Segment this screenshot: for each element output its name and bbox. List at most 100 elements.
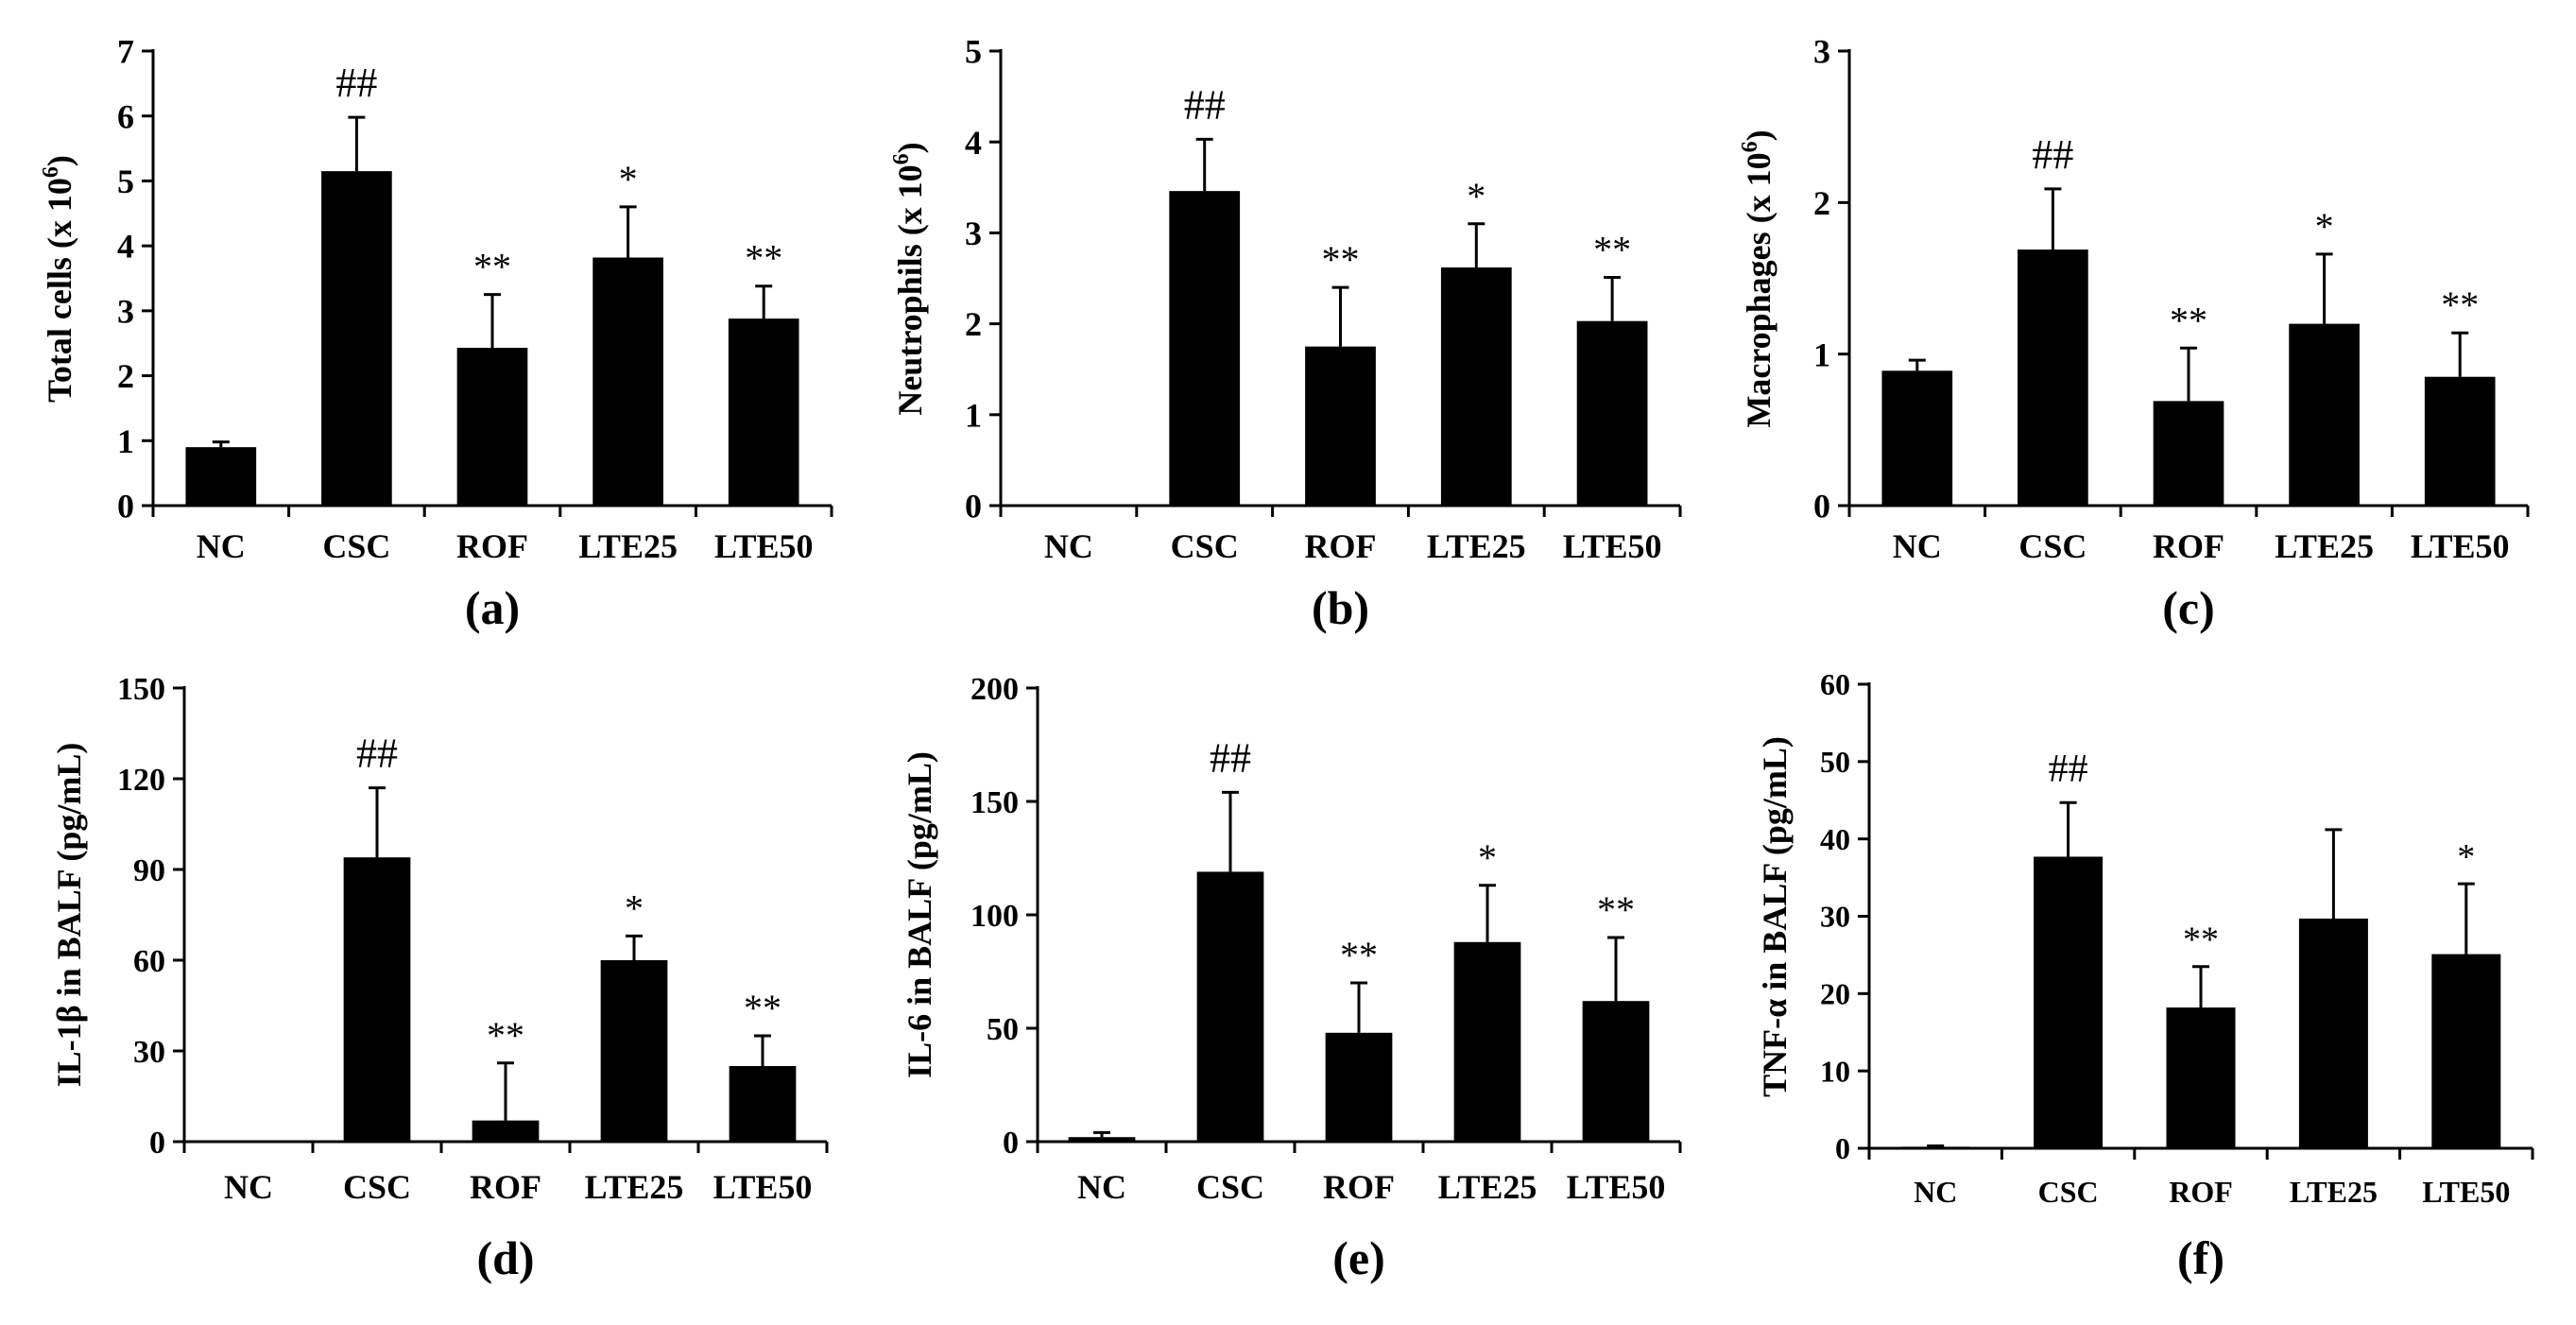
chart-3-panel-label: (c) [2162, 581, 2215, 634]
chart-6-significance-lte50: * [2457, 837, 2475, 877]
chart-1-significance-lte25: * [619, 158, 638, 200]
chart-6-ytick-label-5: 50 [1820, 745, 1850, 779]
chart-3-category-label-rof: ROF [2153, 527, 2224, 565]
chart-2-ytick-label-0: 0 [965, 488, 982, 525]
chart-panel-f: 0 10 20 30 40 50 60 NC ## CSC ** ROF LTE25 * LTE50 TNF-… [1756, 667, 2534, 1284]
chart-3-ytick-label-1: 1 [1813, 336, 1830, 373]
chart-3-bar-lte50 [2424, 376, 2496, 506]
chart-2-category-label-lte25: LTE25 [1427, 527, 1526, 565]
chart-5-significance-lte50: ** [1597, 888, 1635, 931]
chart-4-significance-rof: ** [487, 1014, 524, 1057]
chart-2-ytick-label-1: 1 [965, 396, 982, 434]
chart-1-significance-lte50: ** [745, 237, 782, 280]
chart-2-ytick-label-2: 2 [965, 305, 982, 343]
chart-1-category-label-nc: NC [197, 527, 246, 565]
chart-3-ytick-label-0: 0 [1813, 488, 1830, 525]
chart-3-bar-rof [2153, 401, 2224, 506]
chart-1-category-label-csc: CSC [322, 527, 390, 565]
chart-1-bar-rof [456, 348, 528, 506]
chart-6-bar-nc [1900, 1146, 1970, 1148]
chart-5-category-label-nc: NC [1077, 1168, 1126, 1206]
chart-5-bar-lte25 [1453, 941, 1521, 1142]
chart-1-category-label-rof: ROF [456, 527, 528, 565]
chart-2-significance-lte50: ** [1593, 229, 1631, 271]
chart-5-bar-nc [1068, 1137, 1136, 1142]
chart-3-category-label-lte50: LTE50 [2411, 527, 2510, 565]
chart-2-category-label-nc: NC [1044, 527, 1093, 565]
chart-1-ytick-label-0: 0 [117, 488, 134, 525]
chart-6-category-label-lte50: LTE50 [2422, 1175, 2510, 1209]
chart-4-bar-rof [472, 1120, 540, 1142]
chart-6-category-label-rof: ROF [2169, 1175, 2233, 1209]
chart-6-ytick-label-2: 20 [1820, 977, 1850, 1011]
chart-1-y-axis-label: Total cells (x 106) [39, 155, 78, 403]
chart-1-bar-nc [185, 447, 257, 506]
chart-2-bar-csc [1169, 191, 1241, 506]
chart-3-ytick-label-2: 2 [1813, 184, 1830, 222]
chart-3-category-label-nc: NC [1893, 527, 1942, 565]
chart-panel-d: 0 30 60 90 120 150 NC ## CSC ** ROF * LTE25 ** LTE50 IL… [50, 672, 829, 1284]
chart-6-ytick-label-4: 40 [1820, 822, 1850, 856]
chart-6-category-label-csc: CSC [2038, 1175, 2099, 1209]
chart-6-panel-label: (f) [2177, 1231, 2224, 1284]
chart-2-category-label-rof: ROF [1305, 527, 1377, 565]
chart-4-significance-csc: ## [356, 731, 398, 777]
chart-panel-c: 0 1 2 3 NC ## CSC ** ROF * LTE25 ** LTE50 Macrophages… [1738, 33, 2530, 634]
chart-5-significance-lte25: * [1478, 836, 1497, 879]
chart-5-y-axis-label: IL-6 in BALF (pg/mL) [901, 751, 938, 1078]
chart-5-category-label-lte25: LTE25 [1438, 1168, 1537, 1206]
chart-1-category-label-lte50: LTE50 [714, 527, 814, 565]
chart-panel-b: 0 1 2 3 4 5 NC ## CSC ** ROF * LTE25 ** LTE50 Neutrophi… [889, 33, 1682, 634]
chart-6-bar-csc [2034, 856, 2104, 1148]
chart-4-ytick-label-2: 60 [133, 944, 165, 979]
chart-5-ytick-label-4: 200 [970, 672, 1019, 707]
chart-5-significance-csc: ## [1210, 734, 1251, 781]
chart-4-ytick-label-1: 30 [133, 1035, 165, 1070]
chart-1-ytick-label-6: 6 [117, 97, 134, 135]
chart-4-category-label-lte50: LTE50 [713, 1168, 813, 1206]
chart-5-category-label-csc: CSC [1196, 1168, 1264, 1206]
chart-3-bar-nc [1881, 370, 1953, 506]
chart-6-bar-lte50 [2431, 954, 2501, 1148]
chart-panel-e: 0 50 100 150 200 NC ## CSC ** ROF * LTE25 ** LTE50 IL-… [901, 672, 1682, 1284]
chart-1-ytick-label-3: 3 [117, 292, 134, 330]
chart-6-category-label-nc: NC [1914, 1175, 1957, 1209]
chart-1-ytick-label-7: 7 [117, 33, 134, 71]
chart-6-ytick-label-3: 30 [1820, 900, 1850, 934]
chart-4-bar-lte50 [729, 1066, 797, 1142]
chart-1-category-label-lte25: LTE25 [578, 527, 678, 565]
chart-3-y-axis-label: Macrophages (x 106) [1738, 129, 1777, 427]
chart-5-category-label-rof: ROF [1323, 1168, 1395, 1206]
chart-1-ytick-label-2: 2 [117, 357, 134, 395]
chart-6-ytick-label-6: 60 [1820, 667, 1850, 701]
chart-2-ytick-label-3: 3 [965, 215, 982, 252]
chart-1-bar-lte25 [592, 257, 663, 506]
chart-1-ytick-label-4: 4 [117, 228, 134, 266]
chart-4-ytick-label-5: 150 [117, 672, 165, 707]
chart-4-ytick-label-3: 90 [133, 853, 165, 888]
chart-1-ytick-label-5: 5 [117, 163, 134, 200]
chart-2-y-axis-label: Neutrophils (x 106) [889, 142, 929, 415]
chart-3-ytick-label-3: 3 [1813, 33, 1830, 71]
chart-4-ytick-label-0: 0 [149, 1126, 165, 1161]
chart-4-y-axis-label: IL-1β in BALF (pg/mL) [50, 743, 88, 1088]
chart-2-bar-lte50 [1576, 320, 1648, 506]
chart-5-ytick-label-2: 100 [970, 899, 1019, 934]
chart-5-bar-lte50 [1582, 1001, 1650, 1142]
chart-2-panel-label: (b) [1312, 581, 1369, 634]
chart-panel-a: 0 1 2 3 4 5 6 7 NC ## CSC ** ROF * LTE25 ** LTE50 Total c… [39, 33, 833, 634]
chart-3-category-label-lte25: LTE25 [2275, 527, 2374, 565]
chart-6-y-axis-label: TNF-α in BALF (pg/mL) [1756, 736, 1794, 1097]
chart-3-category-label-csc: CSC [2018, 527, 2087, 565]
chart-2-ytick-label-5: 5 [965, 33, 982, 71]
chart-4-category-label-nc: NC [224, 1168, 273, 1206]
chart-1-significance-rof: ** [473, 246, 511, 288]
chart-5-panel-label: (e) [1332, 1231, 1385, 1284]
chart-1-panel-label: (a) [465, 581, 520, 634]
chart-4-panel-label: (d) [476, 1231, 534, 1284]
chart-2-category-label-lte50: LTE50 [1563, 527, 1662, 565]
chart-2-bar-lte25 [1440, 267, 1512, 506]
chart-5-significance-rof: ** [1340, 934, 1378, 976]
chart-2-significance-csc: ## [1184, 81, 1226, 128]
